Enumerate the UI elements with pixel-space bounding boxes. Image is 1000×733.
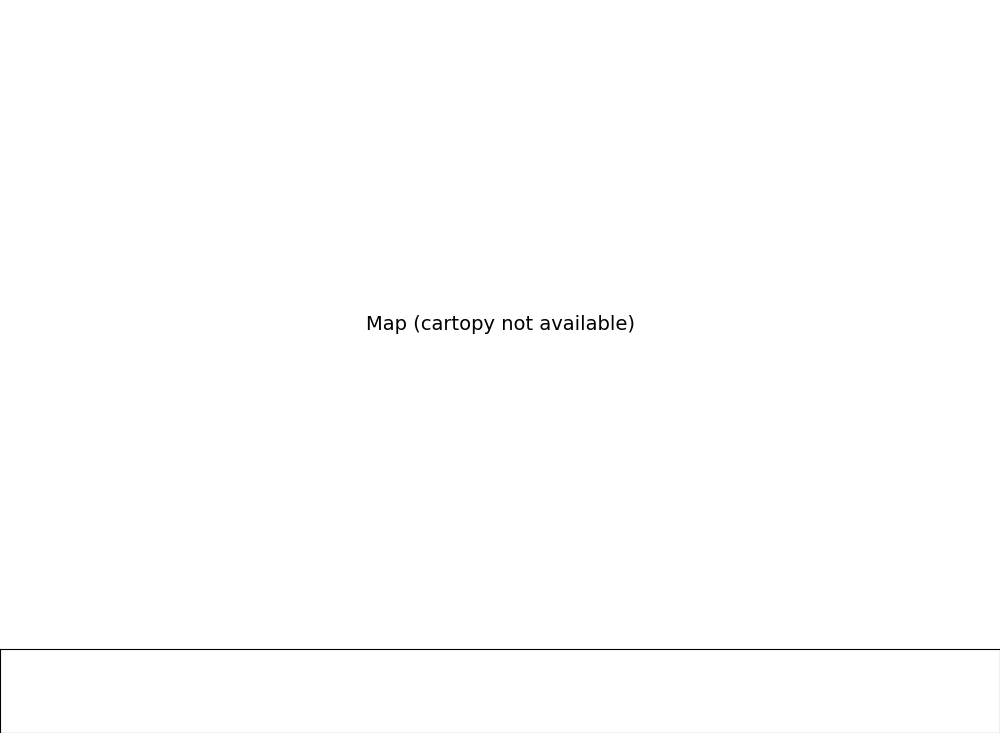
Text: Map (cartopy not available): Map (cartopy not available)	[366, 315, 635, 334]
